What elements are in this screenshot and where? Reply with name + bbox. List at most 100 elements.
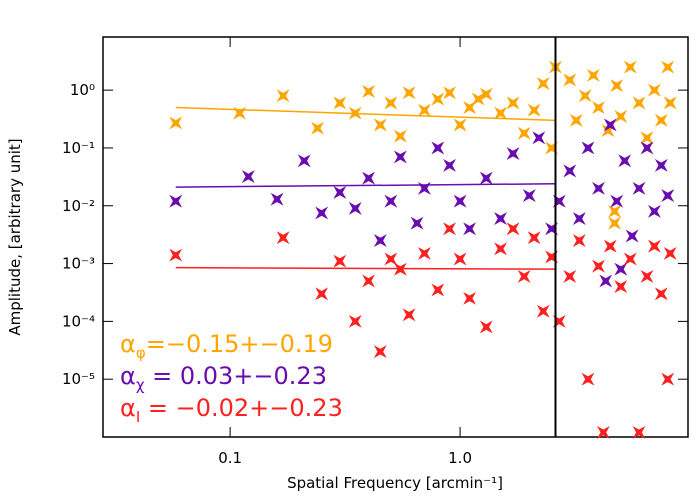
x-tick-label: 1.0 (448, 449, 472, 467)
point (453, 118, 467, 132)
point (618, 154, 632, 168)
point (494, 242, 507, 256)
point (663, 246, 677, 260)
annotation-text: =−0.15+−0.19 (146, 330, 333, 358)
point (311, 121, 324, 135)
x-axis-label: Spatial Frequency [arcmin⁻¹] (287, 474, 503, 492)
point (592, 259, 605, 273)
point (463, 222, 477, 236)
point (603, 118, 617, 132)
point (632, 96, 646, 110)
point (661, 60, 675, 74)
point (603, 239, 617, 253)
point (479, 87, 493, 101)
point (654, 287, 668, 301)
point (270, 192, 284, 206)
point (494, 106, 507, 120)
point (443, 222, 456, 236)
point (517, 126, 531, 140)
y-axis-label: Amplitude, [arbitrary unit] (6, 138, 24, 335)
point (431, 283, 445, 297)
point (610, 194, 624, 208)
point (647, 83, 661, 97)
point (632, 181, 646, 195)
point (410, 216, 424, 230)
point (654, 158, 668, 172)
point (527, 103, 541, 117)
point (443, 158, 456, 172)
point (610, 79, 624, 92)
point (494, 212, 507, 226)
point (522, 189, 536, 203)
point (348, 314, 362, 328)
point (569, 113, 583, 127)
fit-line (175, 266, 556, 270)
point (654, 113, 668, 127)
point (614, 280, 628, 294)
point (362, 274, 375, 288)
point (599, 274, 613, 288)
y-tick-label: 10⁻² (62, 197, 95, 215)
point (453, 194, 467, 208)
point (578, 89, 592, 103)
point (647, 204, 661, 218)
point (517, 269, 531, 283)
fit-annotation: αχ = 0.03+−0.23 (120, 362, 327, 394)
point (663, 96, 677, 110)
y-tick-label: 10⁻³ (62, 255, 95, 273)
point (418, 103, 431, 117)
point (608, 204, 622, 218)
point (348, 201, 362, 215)
point (373, 234, 387, 247)
point (532, 131, 546, 145)
point (373, 118, 387, 132)
point (373, 345, 387, 359)
point (402, 86, 416, 100)
point (586, 68, 600, 82)
point (463, 101, 477, 114)
point (471, 92, 485, 106)
point (393, 129, 407, 143)
annotation-subscript: I (136, 408, 140, 426)
point (623, 252, 637, 266)
point (431, 92, 445, 106)
y-tick-label: 10⁰ (70, 81, 95, 99)
point (169, 194, 183, 208)
annotation-subscript: φ (136, 344, 146, 362)
point (276, 231, 290, 245)
point (572, 234, 586, 247)
y-tick-label: 10⁻⁵ (62, 370, 95, 388)
fit-annotation: αI = −0.02+−0.23 (120, 394, 343, 426)
point (596, 425, 610, 439)
point (241, 170, 255, 183)
point (536, 77, 550, 90)
point (431, 141, 445, 155)
point (169, 248, 183, 262)
point (443, 86, 456, 100)
point (563, 164, 577, 178)
fit-line (175, 183, 556, 188)
plot-frame (102, 36, 689, 438)
point (479, 171, 493, 185)
annotation-symbol: α (120, 330, 136, 358)
annotation-subscript: χ (136, 376, 145, 394)
point (384, 252, 398, 266)
point (315, 206, 329, 220)
point (640, 269, 654, 283)
point (581, 141, 595, 155)
y-tick-label: 10⁻¹ (62, 139, 95, 157)
point (581, 372, 595, 386)
point (333, 186, 347, 199)
point (614, 110, 628, 123)
point (393, 150, 407, 164)
point (640, 131, 654, 145)
point (333, 96, 347, 110)
point (297, 154, 311, 168)
point (479, 320, 493, 334)
point (563, 73, 577, 87)
fit-line (175, 106, 556, 122)
point (315, 287, 329, 301)
annotation-text: = −0.02+−0.23 (140, 394, 343, 422)
point (592, 181, 605, 195)
point (453, 252, 467, 266)
